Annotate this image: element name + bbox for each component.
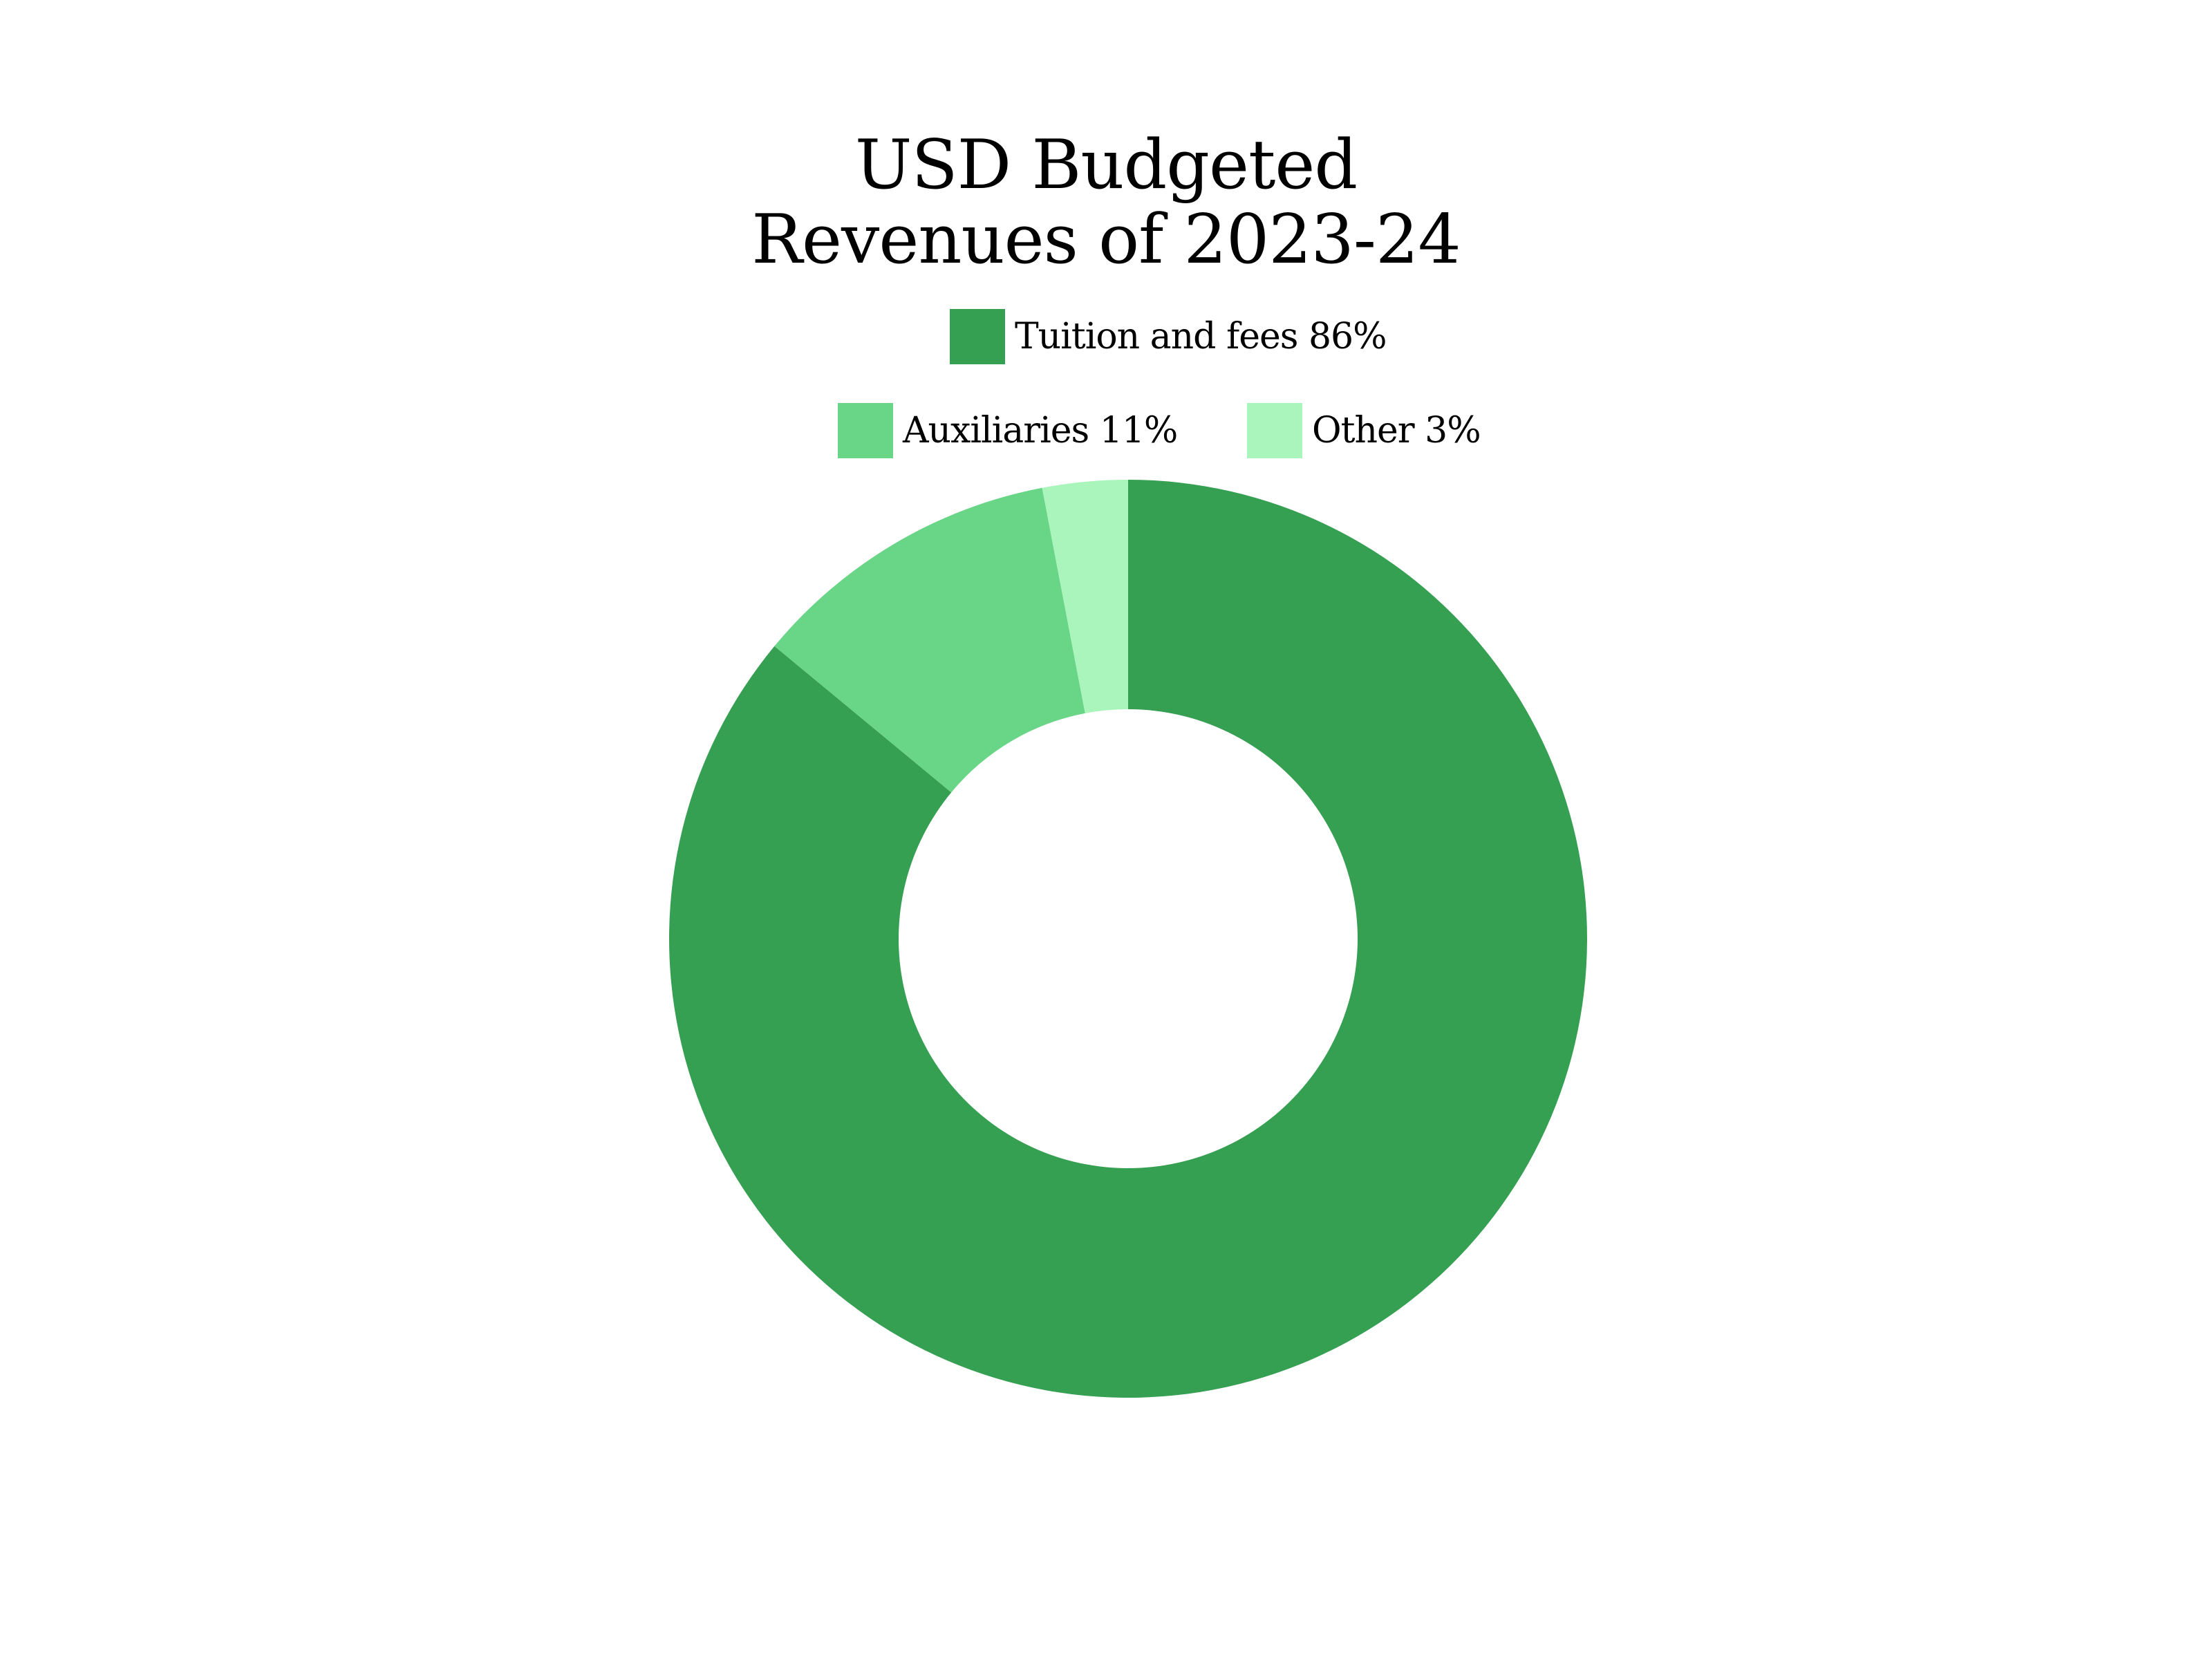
donut-slice-other xyxy=(1042,480,1128,713)
legend-label-other: Other 3% xyxy=(1312,410,1481,451)
legend-item-other: Other 3% xyxy=(1247,402,1481,459)
legend-swatch-other xyxy=(1247,403,1302,458)
legend-label-auxiliaries: Auxiliaries 11% xyxy=(903,410,1178,451)
legend-swatch-tuition xyxy=(950,309,1005,364)
legend-swatch-auxiliaries xyxy=(838,403,893,458)
legend-item-tuition: Tuition and fees 86% xyxy=(950,308,1387,365)
legend-item-auxiliaries: Auxiliaries 11% xyxy=(838,402,1178,459)
donut-slice-tuition xyxy=(668,480,1587,1398)
donut-slice-auxiliaries xyxy=(774,487,1085,793)
chart-title-line-1: USD Budgeted xyxy=(854,126,1358,205)
chart-title-line-2: Revenues of 2023-24 xyxy=(751,200,1461,279)
legend-label-tuition: Tuition and fees 86% xyxy=(1015,316,1387,357)
